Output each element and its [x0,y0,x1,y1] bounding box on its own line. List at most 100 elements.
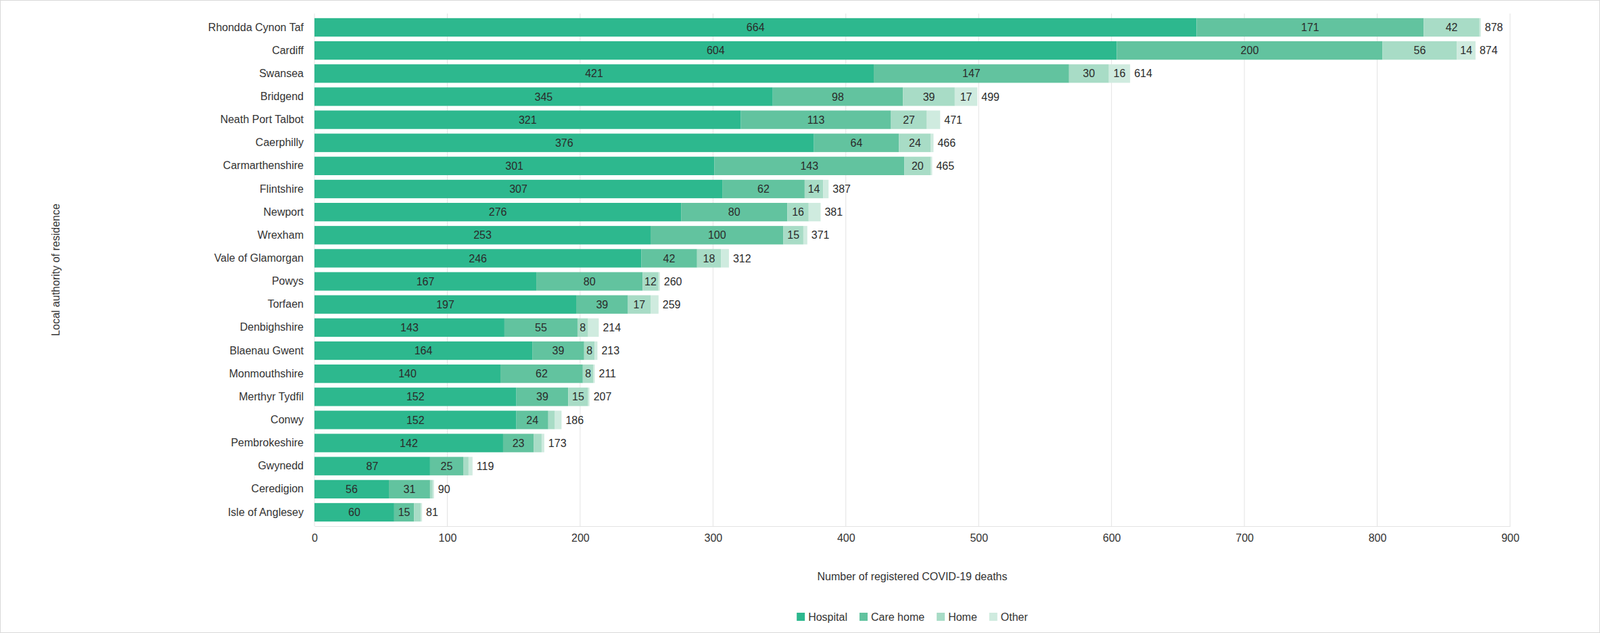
bar [314,133,815,153]
data-label: 60 [348,506,361,519]
legend-swatch [859,612,868,621]
bar [314,225,651,245]
total-label: 614 [1134,67,1153,80]
bar [720,248,729,268]
tick: Rhondda Cynon Taf [208,21,315,34]
total-label: 381 [824,206,843,218]
total-label: 119 [476,460,495,473]
tick: Bridgend [260,90,315,103]
tick: 900 [1501,526,1520,544]
bar [314,387,517,406]
data-label: 39 [536,390,549,403]
category-label: Denbighshire [240,321,304,333]
data-label: 664 [746,21,765,34]
bar [394,503,414,522]
tick: Blaenau Gwent [229,344,315,357]
data-label: 14 [1460,44,1473,57]
bar [954,87,978,106]
bar [516,387,569,406]
bar [803,225,808,245]
bar [787,202,809,222]
total-label: 173 [548,437,567,450]
data-label: 246 [468,252,487,265]
total-label: 207 [593,390,613,403]
tick: Conwy [270,413,315,426]
data-label: 200 [1240,44,1260,57]
tick-label: 400 [837,532,856,544]
tick: Neath Port Talbot [220,113,315,126]
total-label: 211 [598,367,617,380]
data-label: 604 [706,44,725,57]
data-label: 87 [366,460,379,473]
tick: Newport [263,206,315,218]
bar [904,156,931,176]
tick-label: 200 [571,532,590,544]
tick: Pembrokeshire [230,436,315,449]
bar [650,225,784,245]
bar [314,410,517,429]
legend-swatch [989,612,998,621]
bar [500,364,583,383]
category-label: Newport [263,206,304,218]
category-label: Bridgend [260,90,304,103]
data-label: 16 [1113,67,1126,80]
bar [420,503,422,522]
category-label: Monmouthshire [229,367,304,380]
bar [783,225,803,245]
tick: Ceredigion [251,482,315,495]
bar [314,318,505,337]
tick-label: 600 [1102,532,1122,544]
data-label: 376 [555,137,574,149]
tick: 700 [1235,526,1254,544]
category-label: Rhondda Cynon Taf [208,21,305,34]
tick: 200 [571,526,590,544]
data-label: 8 [584,367,592,380]
data-label: 321 [518,114,537,126]
data-label: 55 [534,321,548,334]
data-label: 24 [908,137,922,149]
bar [1109,64,1131,83]
data-label: 164 [414,344,433,357]
bar [432,480,435,499]
bar [1117,41,1383,60]
legend-swatch [936,612,945,621]
total-label: 466 [937,137,956,149]
data-label: 167 [416,275,435,288]
x-axis-title: Number of registered COVID-19 deaths [816,570,1007,583]
data-label: 31 [403,483,416,496]
data-label: 39 [552,344,565,357]
data-label: 8 [579,321,586,334]
total-label: 471 [944,114,963,126]
legend-item: Other [989,611,1029,623]
total-label: 371 [811,229,830,241]
bar [650,295,659,314]
tick: Isle of Anglesey [227,506,315,519]
bar [314,110,742,129]
data-label: 18 [703,252,716,265]
total-label: 90 [438,483,451,496]
total-label: 465 [935,160,955,172]
data-label: 147 [962,67,981,80]
bar [314,248,642,268]
bar [504,318,578,337]
bar [1069,64,1110,83]
category-label: Caerphilly [255,136,304,149]
data-label: 14 [808,183,821,195]
tick: Merthyr Tydfil [238,390,315,403]
tick-label: 700 [1235,532,1254,544]
bar [584,341,596,360]
bar [314,480,389,499]
bar [822,179,829,199]
category-label: Wrexham [257,229,304,241]
axis-line [315,526,1511,527]
category-label: Powys [271,275,304,287]
category-label: Neath Port Talbot [220,113,305,126]
tick: 100 [438,526,458,544]
tick-label: 100 [438,532,458,544]
grid [314,13,1511,527]
total-label: 186 [565,414,584,427]
y-axis: Rhondda Cynon TafCardiffSwanseaBridgendN… [208,14,316,527]
bar [1456,41,1476,60]
background [0,0,1600,633]
data-label: 56 [345,483,358,496]
